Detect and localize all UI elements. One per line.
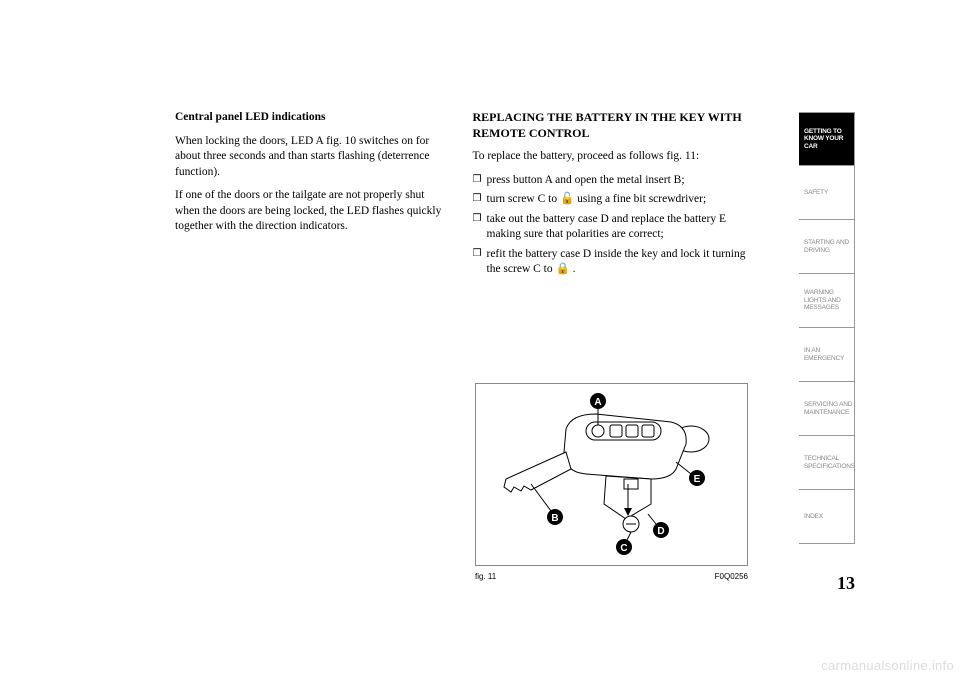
tab-label: SAFETY [804, 189, 828, 196]
tab-safety[interactable]: SAFETY [799, 166, 855, 220]
callout-a: A [594, 397, 601, 408]
figure-code: F0Q0256 [715, 572, 748, 581]
tab-label: IN AN EMERGENCY [804, 347, 854, 362]
watermark: carmanualsonline.info [821, 658, 954, 673]
callout-d: D [657, 526, 664, 537]
section-tabs: GETTING TO KNOW YOUR CAR SAFETY STARTING… [799, 112, 855, 544]
tab-label: GETTING TO KNOW YOUR CAR [804, 128, 854, 150]
tab-label: SERVICING AND MAINTENANCE [804, 401, 854, 416]
left-paragraph-2: If one of the doors or the tailgate are … [175, 188, 451, 235]
left-heading: Central panel LED indications [175, 110, 451, 126]
callout-b: B [551, 513, 558, 524]
figure-label: fig. 11 [475, 572, 496, 581]
key-diagram: A B C D E [476, 384, 749, 567]
tab-label: INDEX [804, 513, 823, 520]
tab-warning-lights[interactable]: WARNING LIGHTS AND MESSAGES [799, 274, 855, 328]
page-number: 13 [799, 573, 855, 594]
callout-e: E [694, 474, 701, 485]
instruction-item: take out the battery case D and replace … [473, 212, 749, 243]
tab-label: TECHNICAL SPECIFICATIONS [804, 455, 855, 470]
right-column: REPLACING THE BATTERY IN THE KEY WITH RE… [473, 110, 749, 282]
instruction-list: press button A and open the metal insert… [473, 173, 749, 278]
tab-starting-driving[interactable]: STARTING AND DRIVING [799, 220, 855, 274]
instruction-item: press button A and open the metal insert… [473, 173, 749, 189]
tab-index[interactable]: INDEX [799, 490, 855, 544]
right-heading: REPLACING THE BATTERY IN THE KEY WITH RE… [473, 110, 749, 141]
manual-page: Central panel LED indications When locki… [0, 0, 960, 679]
callout-c: C [620, 543, 627, 554]
tab-label: WARNING LIGHTS AND MESSAGES [804, 289, 854, 311]
right-intro: To replace the battery, proceed as follo… [473, 149, 749, 165]
tab-servicing[interactable]: SERVICING AND MAINTENANCE [799, 382, 855, 436]
tab-technical[interactable]: TECHNICAL SPECIFICATIONS [799, 436, 855, 490]
figure-caption: fig. 11 F0Q0256 [475, 572, 748, 581]
tab-getting-to-know[interactable]: GETTING TO KNOW YOUR CAR [799, 112, 855, 166]
content-columns: Central panel LED indications When locki… [175, 110, 748, 282]
left-paragraph-1: When locking the doors, LED A fig. 10 sw… [175, 134, 451, 181]
left-column: Central panel LED indications When locki… [175, 110, 451, 282]
instruction-item: refit the battery case D inside the key … [473, 247, 749, 278]
tab-emergency[interactable]: IN AN EMERGENCY [799, 328, 855, 382]
figure-11: A B C D E [475, 383, 748, 566]
tab-label: STARTING AND DRIVING [804, 239, 854, 254]
instruction-item: turn screw C to 🔓 using a fine bit screw… [473, 192, 749, 208]
